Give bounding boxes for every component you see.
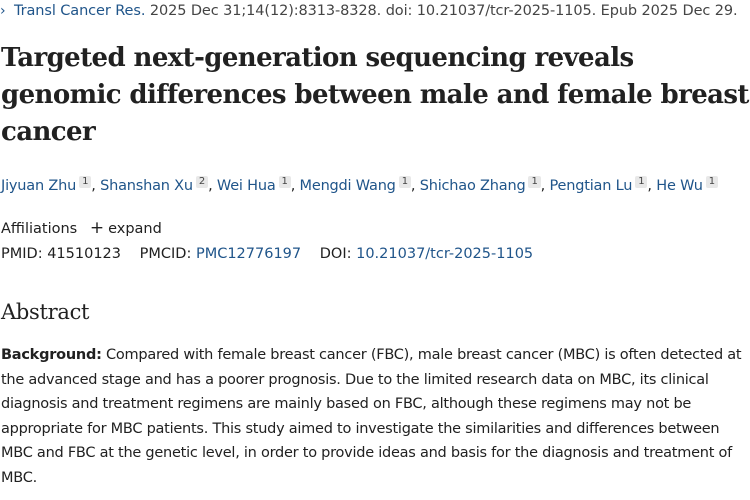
author-link[interactable]: Jiyuan Zhu bbox=[1, 178, 77, 194]
identifiers-row: PMID: 41510123 PMCID: PMC12776197 DOI: 1… bbox=[1, 246, 533, 262]
background-text: Compared with female breast cancer (FBC)… bbox=[1, 347, 742, 486]
abstract-heading: Abstract bbox=[1, 300, 90, 324]
citation-details: 2025 Dec 31;14(12):8313-8328. doi: 10.21… bbox=[145, 3, 738, 19]
abstract-background: Background: Compared with female breast … bbox=[1, 343, 746, 490]
affiliation-number[interactable]: 1 bbox=[528, 176, 541, 188]
pmcid-link[interactable]: PMC12776197 bbox=[195, 246, 302, 262]
author-list: Jiyuan Zhu 1, Shanshan Xu 2, Wei Hua 1, Men… bbox=[1, 176, 718, 194]
chevron-right-icon[interactable]: › bbox=[0, 3, 6, 19]
citation-line: › Transl Cancer Res. 2025 Dec 31;14(12):8… bbox=[0, 3, 738, 19]
pmid-label: PMID: bbox=[1, 246, 43, 262]
author-link[interactable]: Mengdi Wang bbox=[299, 178, 396, 194]
doi-label: DOI: bbox=[319, 246, 352, 262]
journal-link[interactable]: Transl Cancer Res. bbox=[14, 3, 146, 19]
affiliation-number[interactable]: 1 bbox=[79, 176, 92, 188]
author-link[interactable]: He Wu bbox=[656, 178, 703, 194]
affiliations-row: Affiliations + expand bbox=[1, 218, 162, 238]
author-link[interactable]: Pengtian Lu bbox=[549, 178, 633, 194]
author-link[interactable]: Shanshan Xu bbox=[100, 178, 193, 194]
affiliation-number[interactable]: 2 bbox=[195, 176, 209, 188]
affiliation-number[interactable]: 1 bbox=[278, 176, 291, 188]
background-label: Background: bbox=[1, 347, 102, 363]
pmcid-label: PMCID: bbox=[139, 246, 192, 262]
author-link[interactable]: Wei Hua bbox=[216, 178, 276, 194]
pmid-value: 41510123 bbox=[47, 246, 122, 262]
expand-label: expand bbox=[108, 221, 162, 237]
doi-link[interactable]: 10.21037/tcr-2025-1105 bbox=[356, 246, 534, 262]
affiliations-label: Affiliations bbox=[1, 221, 78, 237]
plus-icon: + bbox=[89, 218, 105, 238]
affiliation-number[interactable]: 1 bbox=[398, 176, 411, 188]
affiliation-number[interactable]: 1 bbox=[705, 176, 718, 188]
expand-affiliations-button[interactable]: + expand bbox=[89, 218, 162, 238]
article-title: Targeted next-generation sequencing reve… bbox=[1, 43, 749, 147]
affiliation-number[interactable]: 1 bbox=[635, 176, 648, 188]
author-link[interactable]: Shichao Zhang bbox=[419, 178, 526, 194]
